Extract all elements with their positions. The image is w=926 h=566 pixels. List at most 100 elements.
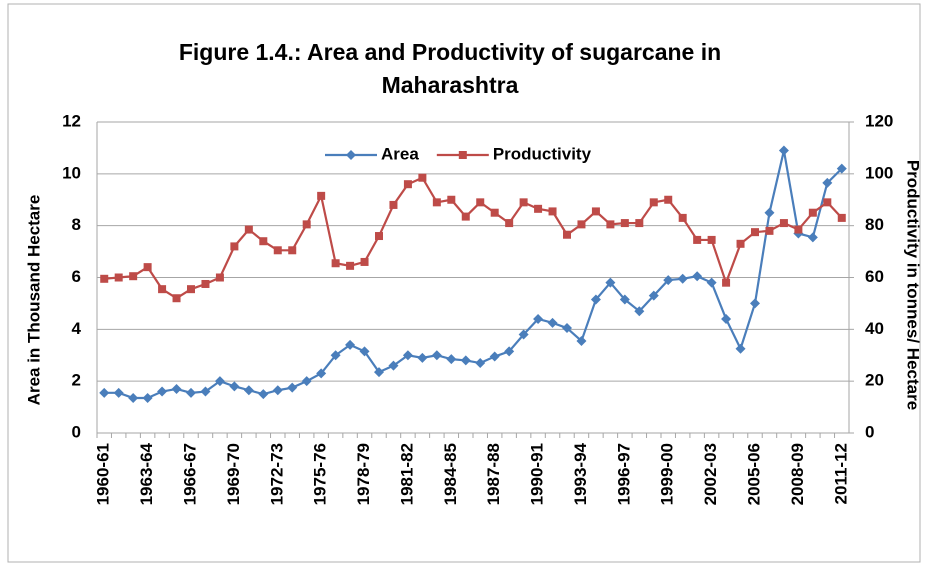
- marker: [765, 226, 774, 235]
- chart-title: Figure 1.4.: Area and Productivity of su…: [178, 39, 722, 98]
- marker: [518, 329, 529, 340]
- marker: [794, 225, 803, 234]
- marker: [301, 376, 312, 387]
- marker: [736, 239, 745, 248]
- x-tick-label: 1990-91: [528, 443, 547, 505]
- marker: [200, 386, 211, 397]
- marker: [375, 232, 383, 241]
- marker: [346, 150, 356, 160]
- marker: [648, 290, 659, 301]
- y-tick-label: 2: [72, 371, 81, 390]
- y2-tick-label: 0: [865, 422, 874, 441]
- x-tick-label: 1960-61: [94, 443, 113, 505]
- marker: [533, 313, 544, 324]
- marker: [663, 275, 674, 286]
- marker: [360, 257, 369, 266]
- marker: [374, 367, 384, 378]
- marker: [143, 263, 152, 272]
- marker: [187, 285, 195, 294]
- marker: [458, 151, 467, 159]
- marker: [721, 313, 732, 324]
- marker: [418, 173, 427, 182]
- x-tick-label: 2005-06: [744, 443, 763, 505]
- marker: [693, 235, 702, 244]
- marker: [447, 195, 456, 204]
- marker: [548, 207, 557, 216]
- marker: [808, 208, 817, 217]
- marker: [446, 354, 457, 365]
- legend-label: Productivity: [493, 144, 592, 163]
- marker: [649, 198, 658, 207]
- marker: [158, 285, 167, 294]
- marker: [664, 195, 673, 204]
- x-tick-label: 1981-82: [397, 443, 416, 505]
- marker: [243, 385, 254, 396]
- marker: [605, 277, 616, 288]
- y2-tick-label: 20: [865, 371, 884, 390]
- marker: [619, 294, 630, 305]
- y-tick-label: 12: [62, 111, 81, 130]
- marker: [287, 382, 298, 393]
- marker: [562, 323, 572, 334]
- x-tick-label: 2008-09: [788, 443, 807, 505]
- x-tick-label: 1993-94: [571, 442, 590, 505]
- marker: [606, 220, 615, 229]
- marker: [735, 343, 746, 354]
- marker: [244, 225, 253, 234]
- marker: [113, 387, 124, 398]
- marker: [157, 386, 168, 397]
- legend-label: Area: [381, 144, 419, 163]
- marker: [677, 273, 688, 284]
- marker: [230, 242, 239, 251]
- y2-tick-label: 80: [865, 215, 884, 234]
- marker: [403, 180, 412, 189]
- marker: [417, 352, 428, 363]
- marker: [331, 259, 340, 268]
- marker: [461, 212, 470, 221]
- marker: [590, 294, 601, 305]
- x-tick-label: 1984-85: [441, 443, 460, 505]
- marker: [273, 246, 282, 255]
- marker: [431, 350, 442, 361]
- marker: [258, 389, 269, 400]
- marker: [100, 274, 109, 283]
- marker: [229, 381, 240, 392]
- marker: [707, 235, 716, 244]
- marker: [505, 219, 514, 228]
- marker: [634, 306, 645, 317]
- marker: [504, 346, 515, 357]
- marker: [692, 271, 703, 282]
- y-tick-label: 6: [72, 267, 81, 286]
- x-tick-label: 1969-70: [224, 443, 243, 505]
- marker: [620, 219, 629, 228]
- marker: [750, 298, 760, 309]
- chart-border: [7, 3, 921, 563]
- marker: [534, 204, 543, 213]
- series-line: [104, 150, 843, 400]
- marker: [837, 213, 846, 222]
- x-tick-label: 2011-12: [831, 443, 850, 504]
- marker: [215, 273, 224, 282]
- marker: [359, 346, 370, 357]
- marker: [519, 198, 528, 207]
- marker: [346, 261, 355, 270]
- marker: [201, 279, 210, 288]
- x-tick-label: 1975-76: [311, 443, 330, 505]
- x-tick-label: 1972-73: [267, 443, 286, 505]
- marker: [576, 335, 587, 346]
- marker: [388, 360, 399, 371]
- marker: [171, 383, 182, 394]
- marker: [317, 191, 326, 200]
- marker: [114, 273, 123, 282]
- marker: [577, 220, 586, 229]
- marker: [214, 376, 225, 387]
- x-tick-label: 1963-64: [137, 442, 156, 505]
- marker: [128, 393, 139, 404]
- marker: [129, 272, 138, 281]
- marker: [172, 294, 181, 303]
- marker: [288, 246, 297, 255]
- y2-tick-label: 120: [865, 111, 893, 130]
- marker: [706, 277, 717, 288]
